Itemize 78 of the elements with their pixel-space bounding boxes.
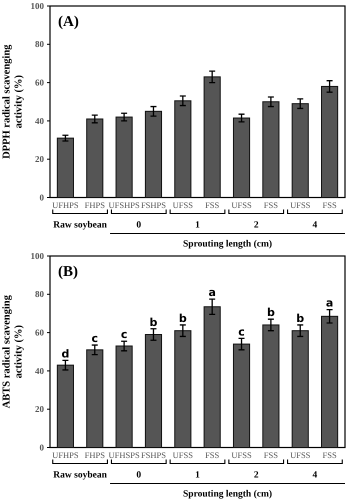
bar: [232, 118, 250, 198]
bar: [292, 103, 309, 198]
bar: [116, 345, 133, 448]
x-tick-label: FSS: [264, 200, 278, 210]
y-tick-label: 20: [35, 404, 44, 414]
x-tick-label: UFSS: [172, 450, 194, 460]
annotation: b: [296, 311, 304, 324]
annotation: b: [178, 311, 187, 324]
bar: [174, 330, 192, 448]
y-tick-label: 100: [30, 250, 44, 260]
bar: [144, 110, 162, 198]
x-tick-label: UFHSPS: [108, 450, 140, 460]
x-tick-label: FHPS: [84, 200, 106, 210]
bar: [174, 100, 192, 198]
bar: [321, 86, 338, 198]
bar: [56, 364, 74, 448]
y-tick-label: 60: [35, 77, 44, 88]
bar: [204, 306, 221, 448]
annotation: c: [92, 332, 98, 345]
x-tick-label: UFSS: [290, 450, 311, 460]
annotation: d: [61, 346, 70, 360]
annotation: c: [120, 328, 128, 341]
bar: [56, 138, 74, 198]
text: 4: [312, 470, 318, 480]
text: (A): [58, 14, 79, 30]
y-tick-label: 20: [35, 154, 44, 164]
annotation: a: [326, 296, 334, 310]
bar: [262, 101, 280, 198]
text: 0: [136, 220, 142, 230]
x-tick-label: FSHPS: [140, 200, 166, 210]
text: 4: [312, 220, 318, 230]
text: 1: [195, 220, 200, 230]
text: (B): [58, 264, 78, 280]
text: 1: [195, 470, 200, 480]
y-tick-label: 100: [30, 0, 44, 11]
bar: [262, 324, 280, 448]
bar: [144, 334, 162, 448]
text: 2: [254, 470, 259, 480]
text: Sprouting length (cm): [183, 240, 272, 250]
bar: [86, 118, 104, 198]
y-tick-label: 0: [40, 442, 44, 452]
bar: [86, 348, 104, 448]
y-tick-label: 80: [35, 288, 44, 299]
x-tick-label: UFHPS: [52, 200, 79, 210]
annotation: a: [208, 286, 216, 299]
y-axis-title: ABTS radical scavenging activity (%): [1, 294, 24, 408]
y-tick-label: 60: [35, 326, 44, 337]
y-tick-label: 40: [35, 116, 44, 126]
bar: [292, 330, 309, 448]
x-tick-label: FSS: [322, 200, 337, 210]
x-tick-label: FHPS: [84, 450, 106, 460]
text: Raw soybean: [53, 220, 108, 230]
bar: [204, 76, 221, 198]
x-tick-label: UFSS: [231, 450, 252, 460]
text: 0: [136, 470, 142, 480]
annotation: b: [266, 306, 275, 319]
y-tick-label: 80: [35, 39, 44, 50]
x-tick-label: UFSS: [172, 200, 194, 210]
bar: [232, 343, 250, 448]
annotation: c: [238, 324, 245, 338]
x-tick-label: FSS: [264, 450, 278, 460]
bar: [321, 315, 338, 448]
x-tick-label: FSS: [205, 450, 220, 460]
x-tick-label: UFSS: [231, 200, 252, 210]
x-tick-label: FSS: [322, 450, 337, 460]
x-tick-label: FSHPS: [140, 450, 166, 460]
annotation: b: [150, 315, 158, 328]
bar: [116, 116, 133, 198]
x-tick-label: UFHPS: [52, 450, 79, 460]
x-tick-label: UFSHPS: [108, 200, 140, 210]
text: Sprouting length (cm): [183, 489, 272, 499]
x-tick-label: FSS: [205, 200, 220, 210]
y-tick-label: 40: [35, 365, 44, 376]
text: Raw soybean: [53, 470, 108, 480]
x-tick-label: UFSS: [290, 200, 311, 210]
y-tick-label: 0: [40, 192, 44, 202]
text: 2: [254, 220, 259, 230]
y-axis-title: DPPH radical scavenging activity (%): [1, 44, 24, 159]
